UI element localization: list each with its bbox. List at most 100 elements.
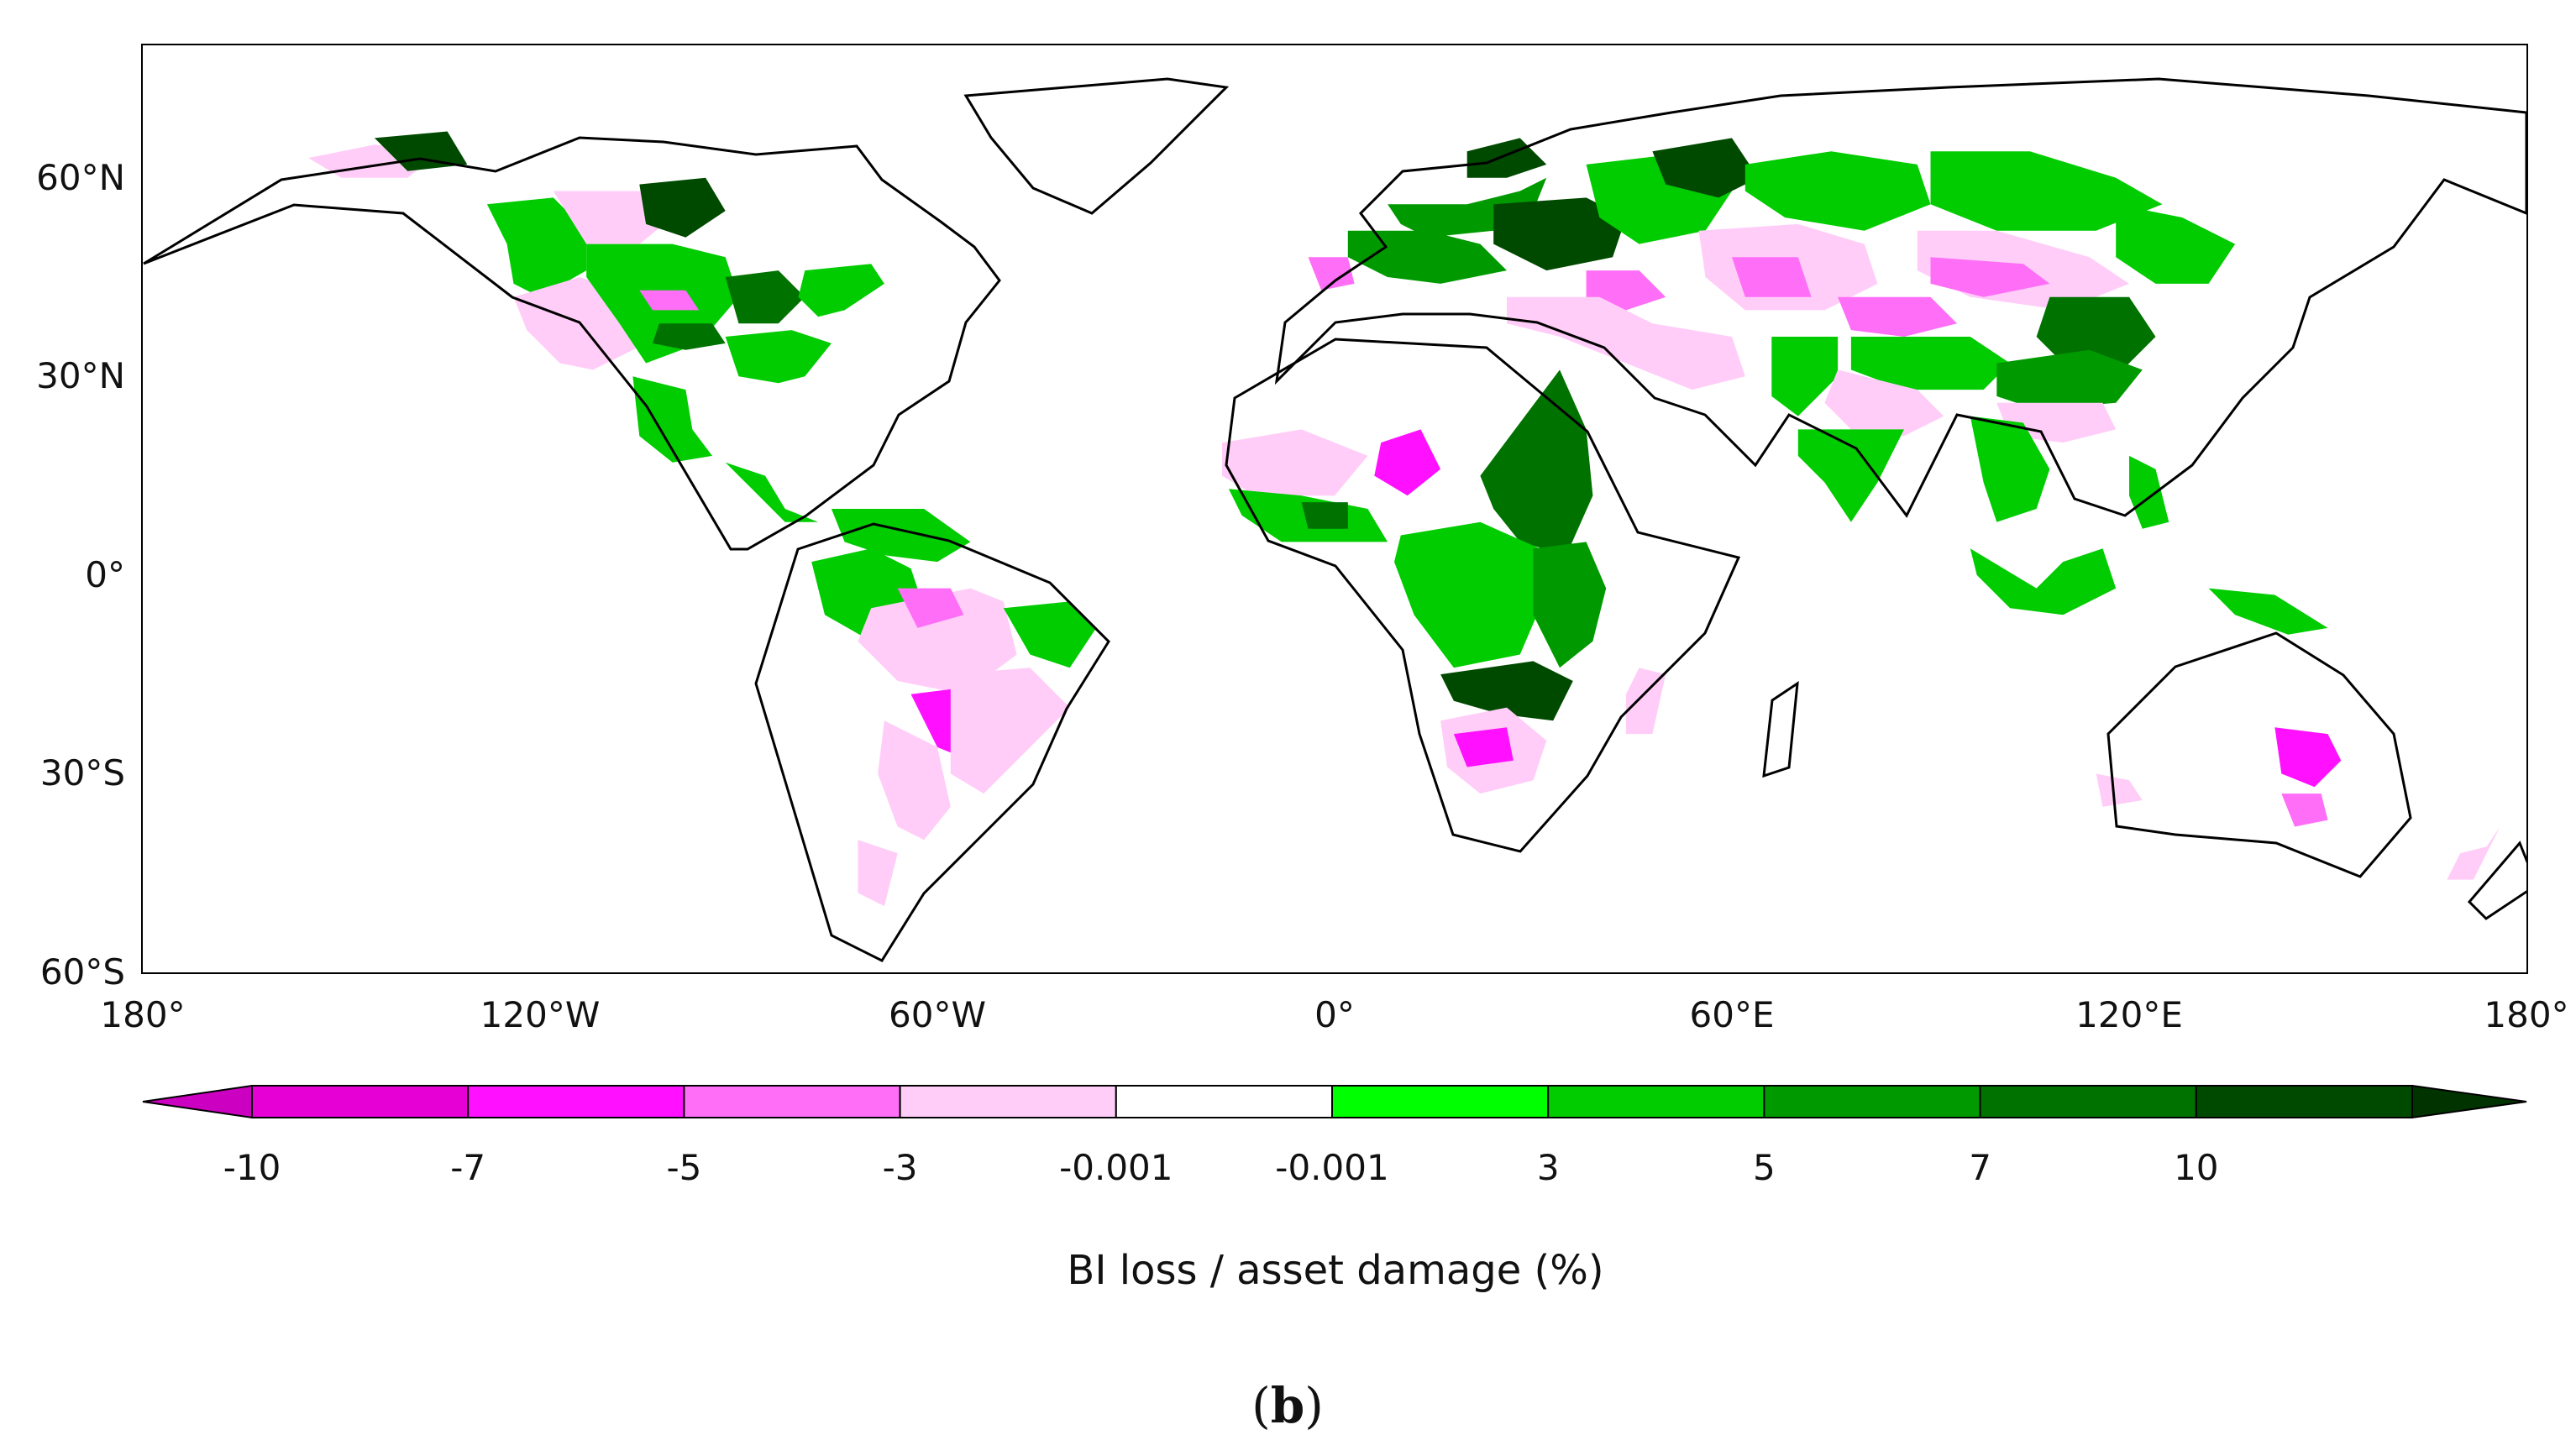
region-eastern-europe-dark bbox=[1493, 197, 1626, 271]
region-murray-darling bbox=[2274, 727, 2342, 788]
region-philippines bbox=[2129, 455, 2169, 529]
region-turkey-iran bbox=[1507, 296, 1745, 390]
coastlines bbox=[143, 77, 2526, 962]
colorbar-segment bbox=[683, 1085, 901, 1118]
region-patagonia bbox=[858, 840, 898, 907]
region-caucasus bbox=[1586, 270, 1666, 311]
colorbar-tick-label: -0.001 bbox=[1059, 1147, 1173, 1188]
panel-label-letter: b bbox=[1270, 1377, 1305, 1434]
coastline-eurasia bbox=[1274, 77, 2526, 518]
coastline-greenland bbox=[963, 77, 1230, 215]
colorbar-segment bbox=[467, 1085, 685, 1118]
region-amur-basin bbox=[2116, 204, 2236, 284]
region-east-africa bbox=[1533, 542, 1607, 668]
x-tick-label: 180° bbox=[2484, 994, 2569, 1035]
region-caribbean-north-sa bbox=[831, 509, 971, 563]
colorbar-tick-label: 5 bbox=[1753, 1147, 1776, 1188]
x-tick-label: 60°W bbox=[889, 994, 986, 1035]
coastline-new-zealand bbox=[2467, 841, 2526, 920]
coastline-south-america bbox=[754, 522, 1110, 962]
region-madagascar bbox=[1625, 668, 1666, 735]
colorbar-title: BI loss / asset damage (%) bbox=[1067, 1247, 1604, 1294]
region-amazon-central bbox=[858, 588, 1017, 694]
region-siberia-west bbox=[1744, 151, 1931, 231]
region-southern-brazil bbox=[950, 668, 1070, 794]
colorbar-segment bbox=[251, 1085, 470, 1118]
x-tick-label: 120°W bbox=[480, 994, 601, 1035]
region-congo-basin bbox=[1394, 521, 1540, 668]
region-aral-pink bbox=[1732, 257, 1812, 297]
region-central-america bbox=[725, 462, 819, 522]
colorbar-segment bbox=[1331, 1085, 1550, 1118]
colorbar-over-arrow bbox=[2411, 1084, 2527, 1119]
region-tarim-basin bbox=[1838, 296, 1957, 337]
region-layer bbox=[308, 131, 2500, 907]
region-indian-peninsula bbox=[1797, 429, 1904, 522]
region-sumatra-borneo bbox=[1970, 548, 2117, 615]
colorbar-tick-label: 7 bbox=[1969, 1147, 1991, 1188]
region-central-europe bbox=[1347, 230, 1507, 284]
region-argentina bbox=[878, 720, 951, 841]
colorbar-tick-label: -3 bbox=[882, 1147, 918, 1188]
coastline-madagascar bbox=[1762, 680, 1799, 778]
region-new-zealand bbox=[2447, 826, 2500, 880]
colorbar-segment bbox=[1547, 1085, 1765, 1118]
region-tibet bbox=[1850, 337, 2011, 390]
panel-label: (b) bbox=[1251, 1377, 1324, 1434]
region-west-africa-dark bbox=[1301, 502, 1348, 529]
colorbar-segment bbox=[899, 1085, 1117, 1118]
region-yangtze-basin bbox=[1996, 349, 2143, 410]
region-siberia-east bbox=[1930, 151, 2163, 231]
region-australia-southwest bbox=[2096, 773, 2143, 807]
colorbar-tick-label: 10 bbox=[2174, 1147, 2219, 1188]
y-tick-label: 60°S bbox=[39, 951, 125, 992]
region-southeast-us bbox=[725, 330, 832, 384]
colorbar-segment bbox=[1979, 1085, 2197, 1118]
region-orange-basin bbox=[1453, 727, 1514, 767]
map-frame bbox=[141, 44, 2528, 974]
region-arkansas-basin bbox=[653, 323, 726, 350]
y-tick-label: 30°N bbox=[36, 355, 125, 397]
region-western-europe-pink bbox=[1308, 257, 1355, 291]
region-brazil-east bbox=[1003, 601, 1097, 668]
x-tick-label: 60°E bbox=[1689, 994, 1775, 1035]
region-ural-dark bbox=[1652, 138, 1759, 198]
coastline-australia bbox=[2106, 631, 2412, 878]
colorbar-tick-label: -7 bbox=[450, 1147, 486, 1188]
x-tick-label: 180° bbox=[100, 994, 186, 1035]
region-amazon-pink bbox=[897, 588, 964, 628]
region-indus-basin bbox=[1771, 337, 1839, 416]
y-tick-label: 0° bbox=[85, 553, 125, 595]
region-plains-pink bbox=[639, 290, 700, 311]
region-hudson-bay-basin bbox=[639, 177, 726, 238]
region-mexico bbox=[632, 376, 712, 463]
colorbar-segment bbox=[2195, 1085, 2414, 1118]
region-northeast-us bbox=[798, 264, 884, 317]
panel-label-open: ( bbox=[1251, 1377, 1271, 1434]
world-map bbox=[143, 77, 2526, 962]
colorbar-segment bbox=[1115, 1085, 1334, 1118]
region-australia-southeast bbox=[2281, 793, 2328, 827]
region-lake-chad-basin bbox=[1374, 429, 1441, 496]
coastline-north-america bbox=[143, 136, 1001, 551]
colorbar-tick-label: 3 bbox=[1536, 1147, 1560, 1188]
colorbar-tick-label: -0.001 bbox=[1275, 1147, 1389, 1188]
coastline-africa bbox=[1225, 338, 1741, 853]
region-pacific-northwest bbox=[486, 197, 587, 297]
region-ganges-basin bbox=[1824, 369, 1944, 437]
x-tick-label: 0° bbox=[1314, 994, 1355, 1035]
region-ohio-valley bbox=[725, 270, 805, 324]
x-tick-label: 120°E bbox=[2075, 994, 2183, 1035]
y-tick-label: 30°S bbox=[39, 752, 125, 794]
y-tick-label: 60°N bbox=[36, 156, 125, 198]
colorbar-tick-label: -10 bbox=[223, 1147, 281, 1188]
region-zambezi-basin bbox=[1440, 661, 1573, 721]
region-mongolia-pink bbox=[1930, 257, 2050, 297]
colorbar-tick-label: -5 bbox=[666, 1147, 702, 1188]
region-nile-basin bbox=[1480, 369, 1593, 556]
region-mainland-southeast-asia bbox=[1970, 416, 2050, 522]
panel-label-close: ) bbox=[1304, 1377, 1324, 1434]
colorbar-under-arrow bbox=[142, 1084, 253, 1119]
colorbar-segment bbox=[1763, 1085, 1981, 1118]
region-new-guinea bbox=[2208, 588, 2328, 635]
